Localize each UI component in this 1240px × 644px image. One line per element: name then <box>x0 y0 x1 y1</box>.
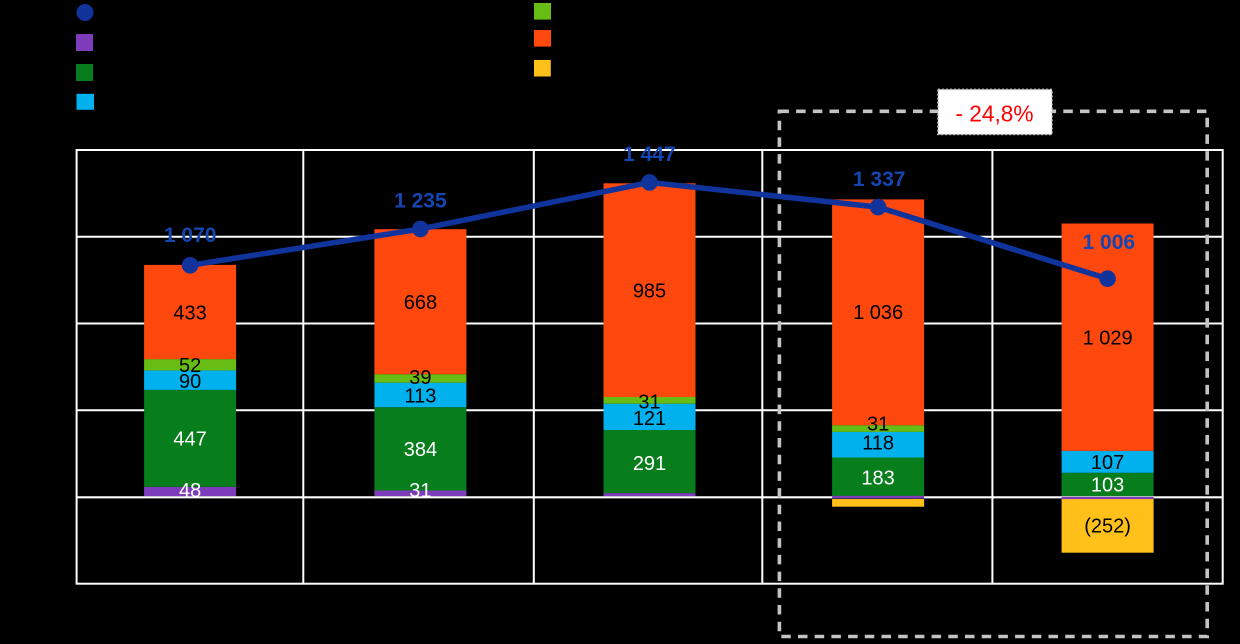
svg-text:1 447: 1 447 <box>623 143 676 166</box>
svg-text:31: 31 <box>638 392 660 414</box>
svg-text:1 337: 1 337 <box>853 168 906 191</box>
svg-text:384: 384 <box>404 439 437 461</box>
svg-text:39: 39 <box>409 367 431 389</box>
svg-text:433: 433 <box>173 302 206 324</box>
svg-text:1 006: 1 006 <box>1083 231 1136 254</box>
svg-text:(252): (252) <box>1084 515 1131 537</box>
svg-text:31: 31 <box>867 414 889 436</box>
svg-text:985: 985 <box>633 281 666 303</box>
svg-text:1 070: 1 070 <box>164 224 217 247</box>
svg-text:1 235: 1 235 <box>394 190 447 213</box>
svg-text:31: 31 <box>409 480 431 502</box>
svg-text:183: 183 <box>861 468 894 490</box>
svg-text:121: 121 <box>633 408 666 430</box>
svg-text:- 24,8%: - 24,8% <box>955 101 1033 127</box>
svg-text:1 029: 1 029 <box>1083 328 1133 350</box>
svg-text:103: 103 <box>1091 475 1124 497</box>
svg-text:447: 447 <box>173 429 206 451</box>
svg-text:668: 668 <box>404 292 437 314</box>
svg-text:107: 107 <box>1091 452 1124 474</box>
svg-text:1 036: 1 036 <box>853 302 903 324</box>
svg-text:118: 118 <box>862 433 894 455</box>
svg-text:291: 291 <box>633 453 666 475</box>
svg-text:90: 90 <box>179 371 201 393</box>
svg-text:113: 113 <box>404 385 436 407</box>
svg-text:52: 52 <box>179 355 201 377</box>
svg-text:48: 48 <box>179 480 201 502</box>
